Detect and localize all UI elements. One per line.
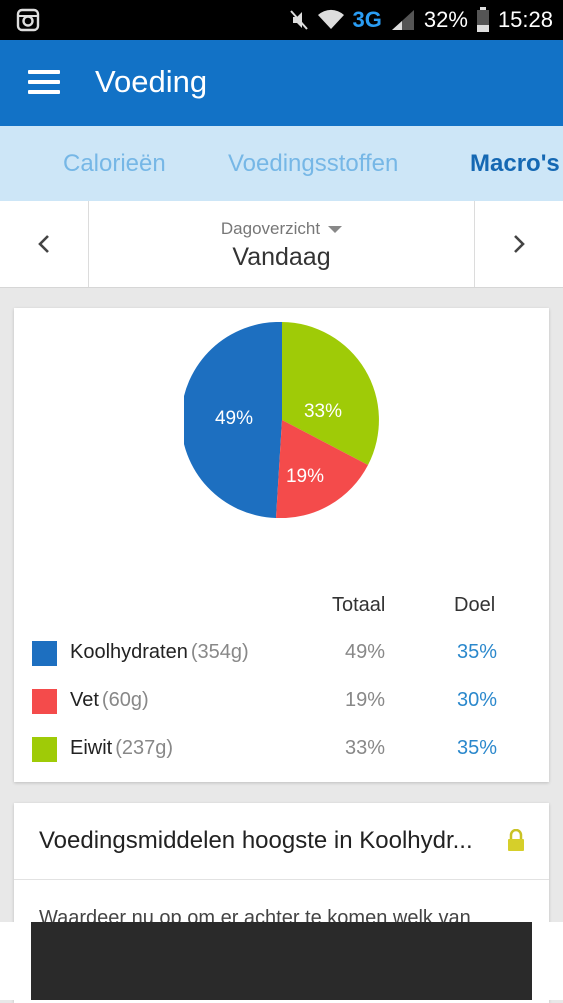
hamburger-menu-icon[interactable] [28,70,60,94]
lock-icon [508,829,524,851]
battery-icon [476,7,489,32]
macro-total: 33% [344,737,386,759]
chevron-right-icon [514,235,525,253]
tab-calories[interactable]: Calorieën [63,150,166,177]
date-navigator: Dagoverzicht Vandaag [0,201,563,288]
macro-label: Eiwit (237g) [70,737,173,760]
macro-grams: (354g) [190,641,249,663]
pie-label-fat: 19% [286,466,324,487]
instagram-icon [16,8,40,32]
period-selector[interactable]: Dagoverzicht Vandaag [89,201,474,287]
macro-grams: (60g) [101,689,149,711]
macro-row-protein: Eiwit (237g) 33% 35% [14,729,549,769]
divider [14,879,549,880]
macro-total: 19% [344,689,386,711]
page-title: Voeding [95,64,208,99]
tab-macros[interactable]: Macro's [470,150,560,177]
next-day-button[interactable] [474,201,563,287]
network-type: 3G [352,7,382,32]
signal-icon [391,10,414,30]
status-bar: 3G 32% 15:28 [0,0,563,40]
period-value: Vandaag [232,243,331,271]
tab-bar: Calorieën Voedingsstoffen Macro's [0,126,563,201]
clock: 15:28 [497,7,553,32]
status-icons: 3G 32% 15:28 [289,0,553,40]
pie-label-protein: 33% [304,401,342,422]
column-header-total: Totaal [332,594,386,616]
pie-label-carbs: 49% [215,408,253,429]
macro-name: Vet [70,689,99,711]
wifi-icon [317,9,344,29]
macro-row-carbs: Koolhydraten (354g) 49% 35% [14,633,549,673]
battery-percent: 32% [423,7,468,32]
pie-slice-carbs [184,322,282,518]
period-label: Dagoverzicht [220,219,321,238]
highest-foods-title: Voedingsmiddelen hoogste in Koolhydr... [39,827,473,854]
macro-row-fat: Vet (60g) 19% 30% [14,681,549,721]
dropdown-arrow-icon [328,226,343,234]
bottom-margin-right [532,922,563,1000]
previous-day-button[interactable] [0,201,89,287]
macro-name: Eiwit [70,737,113,759]
macro-goal[interactable]: 35% [456,737,498,759]
macro-goal[interactable]: 30% [456,689,498,711]
macros-pie-chart: 49% 19% 33% [184,322,379,518]
chevron-left-icon [38,235,49,253]
macro-label: Koolhydraten (354g) [70,641,249,664]
ad-banner[interactable] [31,922,532,1000]
app-bar: Voeding [0,40,563,126]
column-header-goal: Doel [454,594,496,616]
macros-card: 49% 19% 33% Totaal Doel Koolhydraten (354… [14,308,549,782]
macro-label: Vet (60g) [70,689,149,712]
macro-total: 49% [344,641,386,663]
pie-slice-fat [276,420,368,518]
legend-swatch-fat [32,689,57,714]
mute-icon [289,10,308,30]
bottom-margin-left [0,922,31,1000]
macro-name: Koolhydraten [70,641,188,663]
legend-swatch-protein [32,737,57,762]
period-dropdown: Dagoverzicht [89,219,474,239]
macro-grams: (237g) [115,737,174,759]
pie-slice-protein [282,322,379,465]
legend-swatch-carbs [32,641,57,666]
tab-nutrients[interactable]: Voedingsstoffen [228,150,399,177]
macro-goal[interactable]: 35% [456,641,498,663]
